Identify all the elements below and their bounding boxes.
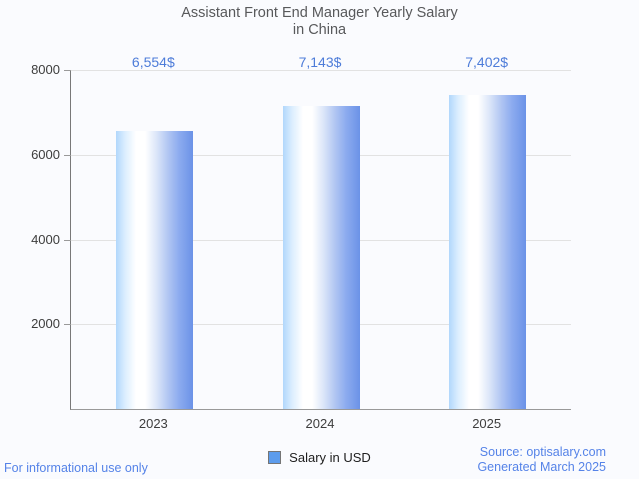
bar-2023 bbox=[115, 131, 193, 409]
x-axis-label-2024: 2024 bbox=[305, 416, 335, 431]
footer-source-block: Source: optisalary.com Generated March 2… bbox=[477, 445, 606, 475]
legend-swatch-icon bbox=[268, 451, 282, 464]
value-label-2023: 6,554$ bbox=[131, 54, 175, 70]
bar-2025 bbox=[449, 95, 527, 409]
y-tick-8000 bbox=[64, 70, 71, 71]
footer-source: Source: optisalary.com bbox=[479, 445, 606, 459]
legend: Salary in USD bbox=[0, 450, 639, 465]
chart-title: Assistant Front End Manager Yearly Salar… bbox=[0, 5, 639, 39]
y-axis-label-6000: 6000 bbox=[31, 146, 60, 162]
y-axis-label-4000: 4000 bbox=[31, 231, 60, 247]
chart-title-line2: in China bbox=[292, 22, 347, 38]
gridline-8000 bbox=[71, 70, 571, 71]
x-axis-label-2023: 2023 bbox=[138, 416, 168, 431]
y-tick-6000 bbox=[64, 154, 71, 156]
y-axis-labels: 2000 4000 6000 8000 bbox=[0, 63, 60, 409]
value-label-2025: 7,402$ bbox=[465, 54, 509, 70]
chart-title-line1: Assistant Front End Manager Yearly Salar… bbox=[181, 5, 458, 21]
value-label-2024: 7,143$ bbox=[298, 54, 342, 70]
y-axis-label-8000: 8000 bbox=[31, 62, 60, 77]
footer-generated: Generated March 2025 bbox=[477, 460, 606, 474]
footer-disclaimer: For informational use only bbox=[4, 461, 148, 475]
plot-area bbox=[64, 70, 571, 410]
legend-label: Salary in USD bbox=[289, 450, 371, 465]
x-axis-label-2025: 2025 bbox=[472, 416, 502, 431]
bar-2024 bbox=[282, 106, 360, 409]
y-tick-2000 bbox=[64, 324, 71, 326]
y-axis-label-2000: 2000 bbox=[31, 316, 60, 332]
y-tick-4000 bbox=[64, 239, 71, 241]
